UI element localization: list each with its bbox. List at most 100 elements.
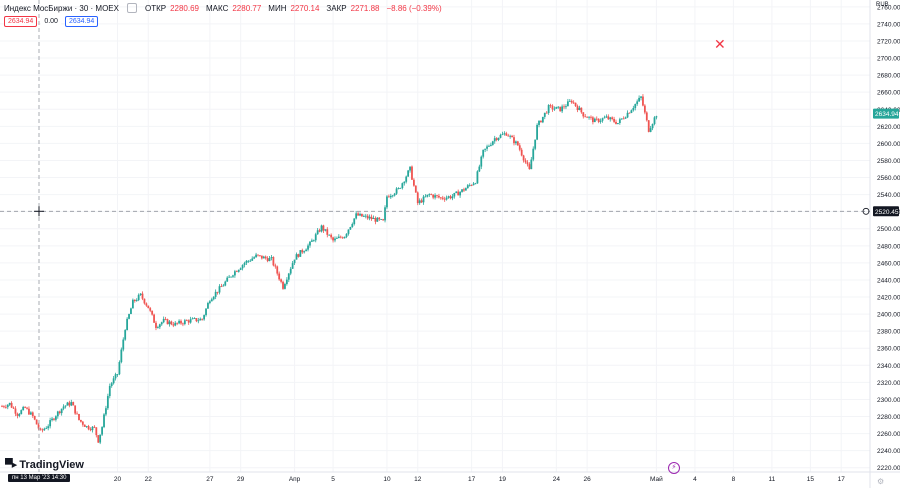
candle-body xyxy=(362,216,365,217)
tradingview-logo[interactable]: ▀▸ TradingView xyxy=(5,458,84,472)
candle-body xyxy=(220,286,223,288)
candle-body xyxy=(189,319,192,323)
symbol-title[interactable]: Индекс МосБиржи · 30 · MOEX xyxy=(4,3,119,13)
candle-body xyxy=(285,279,288,285)
time-tick-label: 11 xyxy=(769,476,776,483)
candle-body xyxy=(526,162,529,165)
candle-body xyxy=(651,124,654,129)
candle-body xyxy=(51,418,53,421)
price-tick-label: 2420.00 xyxy=(877,295,900,302)
candle-body xyxy=(314,234,317,241)
candle-body xyxy=(326,229,329,235)
candle-body xyxy=(351,223,354,227)
candle-body xyxy=(566,101,569,107)
candle-body xyxy=(155,322,157,328)
candle-body xyxy=(384,207,386,221)
sell-price-chip[interactable]: 2634.94 xyxy=(4,16,38,27)
candle-body xyxy=(624,117,627,119)
candle-body xyxy=(266,258,269,262)
visibility-toggle-icon[interactable] xyxy=(126,3,137,13)
candle-body xyxy=(120,349,123,363)
candle-body xyxy=(291,263,294,269)
candle-body xyxy=(449,196,452,199)
candle-body xyxy=(590,116,592,118)
candle-body xyxy=(243,263,246,266)
candle-body xyxy=(182,323,184,325)
chart-grid xyxy=(0,0,870,472)
candle-body xyxy=(212,296,215,300)
time-tick-label: 15 xyxy=(807,476,815,483)
price-tick-label: 2680.00 xyxy=(877,73,900,80)
candle-body xyxy=(130,308,132,315)
candle-body xyxy=(332,237,334,241)
candle-body xyxy=(540,120,542,123)
candle-body xyxy=(359,213,361,216)
candle-body xyxy=(507,135,510,137)
settings-icon[interactable]: ⚙ xyxy=(877,477,885,486)
buy-price-chip[interactable]: 2634.94 xyxy=(64,16,99,27)
candle-body xyxy=(312,240,315,242)
candle-body xyxy=(495,138,498,140)
candle-body xyxy=(653,117,656,125)
candle-body xyxy=(205,308,207,316)
candle-body xyxy=(570,100,573,103)
candle-body xyxy=(141,293,144,299)
candle-body xyxy=(272,257,275,266)
candle-body xyxy=(588,116,590,118)
candle-body xyxy=(193,318,196,319)
candle-body xyxy=(235,271,238,273)
candle-body xyxy=(466,185,469,189)
candle-body xyxy=(389,195,392,198)
candle-body xyxy=(259,255,261,257)
candle-body xyxy=(93,426,96,428)
price-tick-label: 2540.00 xyxy=(877,192,900,199)
lightning-icon[interactable]: ⚡ xyxy=(668,462,680,474)
candle-body xyxy=(511,135,513,138)
crosshair-target-icon xyxy=(862,207,870,215)
time-axis[interactable]: 20 22 27 29 Апр 5 10 12 17 19 24 26 Май 4 8 11 15 17 xyxy=(0,471,900,483)
candle-body xyxy=(287,273,290,280)
candle-body xyxy=(58,411,61,414)
close-label: ЗАКР xyxy=(326,3,347,13)
candle-body xyxy=(368,216,371,219)
candle-body xyxy=(47,426,50,429)
price-axis[interactable]: 2220.00 2240.00 2260.00 2280.00 2300.00 2320.… xyxy=(869,0,900,488)
candle-body xyxy=(430,194,433,195)
candle-body xyxy=(628,112,631,114)
candle-body xyxy=(255,254,257,258)
candle-body xyxy=(476,171,479,184)
candle-body xyxy=(105,408,107,415)
candle-body xyxy=(24,406,26,408)
candle-body xyxy=(137,294,140,301)
price-tick-label: 2700.00 xyxy=(877,56,900,63)
candle-body xyxy=(126,318,129,331)
candle-body xyxy=(334,238,336,241)
candle-body xyxy=(166,319,169,325)
candle-body xyxy=(31,412,34,416)
currency-label[interactable]: RUB xyxy=(876,2,889,8)
price-tick-label: 2500.00 xyxy=(877,226,900,233)
candle-body xyxy=(464,188,467,191)
candle-body xyxy=(201,318,204,320)
candle-body xyxy=(597,118,600,122)
candle-body xyxy=(632,108,635,111)
candle-body xyxy=(191,318,194,320)
price-tick-label: 2340.00 xyxy=(877,363,900,370)
candle-body xyxy=(432,194,435,198)
candle-body xyxy=(605,116,608,118)
candle-body xyxy=(545,112,548,114)
candle-body xyxy=(513,137,515,144)
price-tick-label: 2260.00 xyxy=(877,431,900,438)
crosshair-price-label: 2520.45 xyxy=(875,209,899,216)
candle-body xyxy=(393,193,396,196)
candle-body xyxy=(643,105,646,113)
candle-body xyxy=(197,320,200,322)
candle-body xyxy=(578,107,581,111)
candle-body xyxy=(239,268,242,270)
candle-body xyxy=(203,315,206,320)
candle-body xyxy=(547,105,550,113)
candle-body xyxy=(580,107,583,113)
candle-body xyxy=(222,285,225,287)
candle-body xyxy=(461,189,463,192)
